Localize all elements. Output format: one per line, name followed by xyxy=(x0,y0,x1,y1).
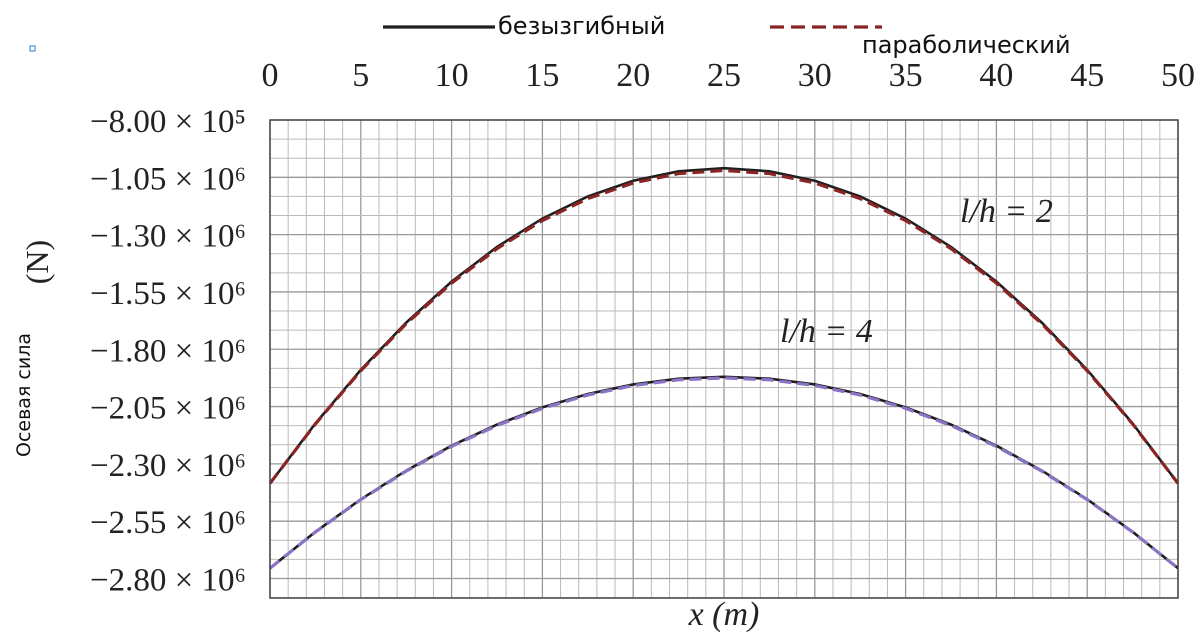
x-tick-label: 10 xyxy=(435,57,469,94)
legend-label: параболический xyxy=(862,31,1071,59)
x-tick-label: 5 xyxy=(352,57,369,94)
x-tick-label: 35 xyxy=(889,57,923,94)
y-tick-label: −2.80 × 10⁶ xyxy=(90,563,246,599)
y-tick-label: −1.80 × 10⁶ xyxy=(90,333,246,369)
y-tick-label: −1.55 × 10⁶ xyxy=(90,276,246,312)
y-axis-label: Осевая сила xyxy=(13,333,35,457)
y-axis-unit: (N) xyxy=(19,240,55,284)
y-tick-label: −1.05 × 10⁶ xyxy=(90,161,246,197)
curve xyxy=(269,376,1179,570)
x-tick-label: 45 xyxy=(1070,57,1104,94)
y-tick-label: −2.05 × 10⁶ xyxy=(90,391,246,427)
x-tick-label: 50 xyxy=(1161,57,1195,94)
annotation: l/h = 2 xyxy=(960,193,1053,230)
y-tick-label: −8.00 × 10⁵ xyxy=(90,104,246,140)
marker xyxy=(29,45,36,52)
curves xyxy=(268,166,1180,570)
curve xyxy=(268,166,1180,485)
grid xyxy=(269,119,1179,599)
y-tick-label: −1.30 × 10⁶ xyxy=(90,219,246,255)
legend-label: безызгибный xyxy=(498,12,665,40)
plot-frame xyxy=(269,119,1179,599)
x-tick-label: 20 xyxy=(616,57,650,94)
x-tick-label: 15 xyxy=(525,57,559,94)
x-tick-label: 25 xyxy=(707,57,741,94)
x-tick-label: 0 xyxy=(262,57,279,94)
x-tick-label: 30 xyxy=(798,57,832,94)
y-tick-label: −2.30 × 10⁶ xyxy=(90,448,246,484)
x-tick-label: 40 xyxy=(979,57,1013,94)
x-axis-label: x (m) xyxy=(688,596,760,633)
y-tick-label: −2.55 × 10⁶ xyxy=(90,505,246,541)
annotation: l/h = 4 xyxy=(780,313,873,350)
